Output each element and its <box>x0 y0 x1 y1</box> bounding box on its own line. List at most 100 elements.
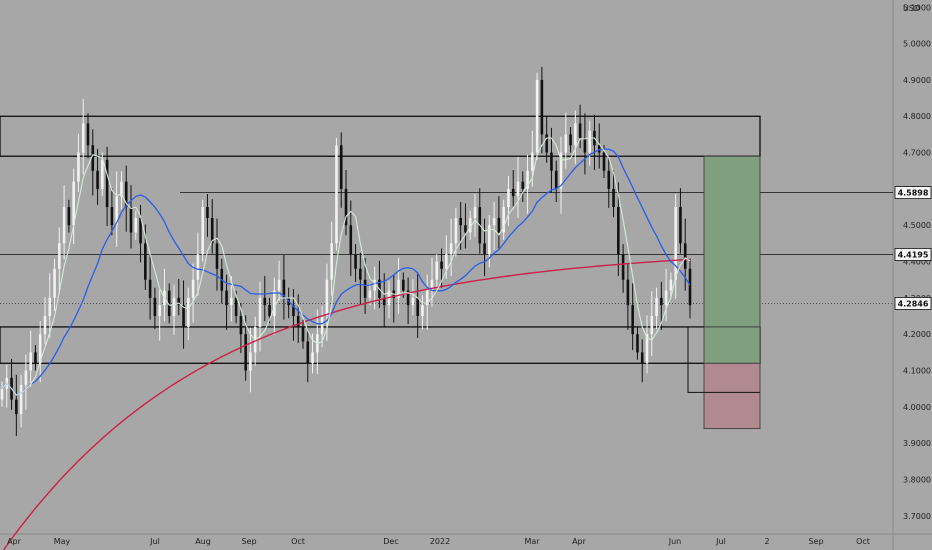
candle-body <box>144 243 147 280</box>
candle-body <box>277 279 281 291</box>
candle-body <box>650 316 654 335</box>
y-tick-label: 4.1000 <box>903 367 931 376</box>
candle-body <box>19 385 23 415</box>
profit-zone <box>703 155 761 328</box>
candle-body <box>612 188 615 208</box>
candle-body <box>115 196 118 226</box>
candle-body <box>53 268 56 298</box>
candle-body <box>34 352 37 364</box>
price-axis-background <box>893 0 932 550</box>
x-tick-label: Jul <box>715 537 726 546</box>
candle-body <box>397 279 400 298</box>
x-tick-label: May <box>54 537 71 546</box>
candle-body <box>588 130 591 153</box>
candle-body <box>48 297 52 317</box>
candle-body <box>421 305 424 317</box>
x-tick-label: Sep <box>241 537 256 546</box>
candle-body <box>139 217 142 244</box>
candle-body <box>239 316 243 335</box>
candle-body <box>96 170 99 189</box>
long-position-tool[interactable] <box>687 155 761 430</box>
price-label: 4.4195 <box>898 250 929 259</box>
candle-body <box>435 261 439 280</box>
candle-body <box>655 297 658 317</box>
candle-body <box>230 297 233 306</box>
y-tick-label: 3.8000 <box>903 476 931 485</box>
candle-body <box>187 297 190 327</box>
candle-body <box>569 134 572 146</box>
candle-body <box>177 297 181 306</box>
candle-body <box>335 145 338 244</box>
candle-body <box>617 207 620 255</box>
candle-body <box>268 305 271 317</box>
candle-body <box>129 207 133 233</box>
candle-body <box>502 207 505 233</box>
currency-label: USD <box>903 4 920 13</box>
candle-body <box>67 207 71 226</box>
x-tick-label: Jul <box>149 537 160 546</box>
x-tick-label: Oct <box>291 537 305 546</box>
candle-body <box>483 243 486 255</box>
candle-body <box>43 316 47 335</box>
candle-body <box>564 134 568 153</box>
x-tick-label: Apr <box>7 537 22 546</box>
candle-body <box>368 290 372 298</box>
candle-body <box>311 352 314 364</box>
candle-body <box>301 326 305 342</box>
candle-body <box>86 123 90 146</box>
candle-body <box>373 279 376 291</box>
candle-body <box>607 170 611 189</box>
y-tick-label: 4.9000 <box>903 76 931 85</box>
candle-body <box>292 305 295 317</box>
candle-body <box>430 279 434 291</box>
candle-body <box>158 305 161 317</box>
candle-body <box>545 134 548 153</box>
candle-body <box>263 297 267 306</box>
price-labels: 4.5898 4.4195 4.2846 <box>894 186 932 310</box>
candle-body <box>440 261 443 269</box>
candle-body <box>201 207 204 255</box>
candle-body <box>688 268 692 306</box>
x-tick-label: Aug <box>195 537 211 546</box>
candle-body <box>669 279 673 291</box>
y-tick-label: 4.4000 <box>903 258 931 267</box>
price-label-box <box>894 248 932 261</box>
candle-body <box>664 290 668 306</box>
candle-body <box>196 254 200 280</box>
candle-body <box>296 316 300 327</box>
candle-body <box>382 297 386 306</box>
candle-body <box>621 254 625 280</box>
candle-body <box>244 334 247 371</box>
candle-body <box>640 352 644 364</box>
candle-body <box>473 207 477 218</box>
price-label: 4.2846 <box>898 299 929 308</box>
candle-body <box>0 388 4 400</box>
candle-body <box>210 217 214 244</box>
candle-body <box>29 352 32 371</box>
candle-body <box>535 79 539 153</box>
candle-body <box>497 217 501 233</box>
candle-body <box>339 145 343 189</box>
candle-body <box>683 243 687 269</box>
y-tick-label: 4.2000 <box>903 330 931 339</box>
candle-body <box>597 145 601 153</box>
candle-body <box>120 181 123 197</box>
candle-body <box>124 181 128 208</box>
candle-body <box>554 170 558 189</box>
candle-body <box>134 217 138 233</box>
candle-body <box>531 152 534 171</box>
candle-body <box>330 243 333 280</box>
candle-body <box>507 188 510 208</box>
candle-body <box>249 352 252 371</box>
candle-body <box>445 254 448 269</box>
x-tick-label: 2 <box>764 537 769 546</box>
resistance-zone <box>0 115 761 157</box>
candle-body <box>679 207 682 244</box>
y-tick-label: 4.8000 <box>903 112 931 121</box>
candle-body <box>58 243 61 269</box>
x-tick-label: Sep <box>808 537 823 546</box>
candle-body <box>631 305 634 335</box>
candle-body <box>526 170 529 189</box>
price-axis-ticks: 5.10005.00004.90004.80004.70004.60004.50… <box>903 3 931 521</box>
